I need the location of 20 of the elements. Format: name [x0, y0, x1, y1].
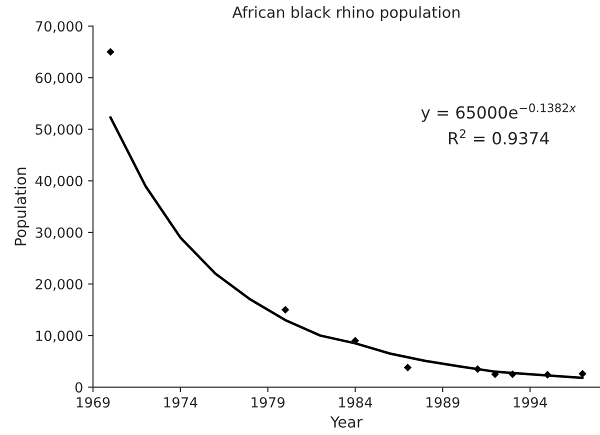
y-tick-label: 0 [75, 382, 82, 393]
chart-title: African black rhino population [232, 6, 460, 21]
y-tick-label: 70,000 [36, 21, 82, 33]
y-tick-label: 10,000 [36, 330, 82, 342]
y-tick-label: 40,000 [35, 176, 82, 188]
x-tick-label: 1989 [426, 397, 460, 408]
x-tick-label: 1979 [252, 397, 285, 408]
annotation: R$^{2}$ = 0.9374 [448, 129, 549, 145]
y-tick-label: 50,000 [36, 124, 82, 136]
annotation: y = 65000e$^{−0.1382x}$ [421, 103, 576, 122]
x-axis-title: Year [330, 416, 363, 428]
y-tick-label: 20,000 [36, 278, 82, 291]
y-axis-title: Population [14, 168, 30, 246]
x-tick-label: 1994 [514, 397, 547, 408]
y-tick-label: 60,000 [36, 72, 82, 85]
x-tick-label: 1969 [76, 397, 110, 408]
x-tick-label: 1974 [164, 397, 198, 408]
x-tick-label: 1984 [339, 397, 372, 408]
y-tick-label: 30,000 [36, 227, 82, 240]
point [281, 306, 290, 314]
